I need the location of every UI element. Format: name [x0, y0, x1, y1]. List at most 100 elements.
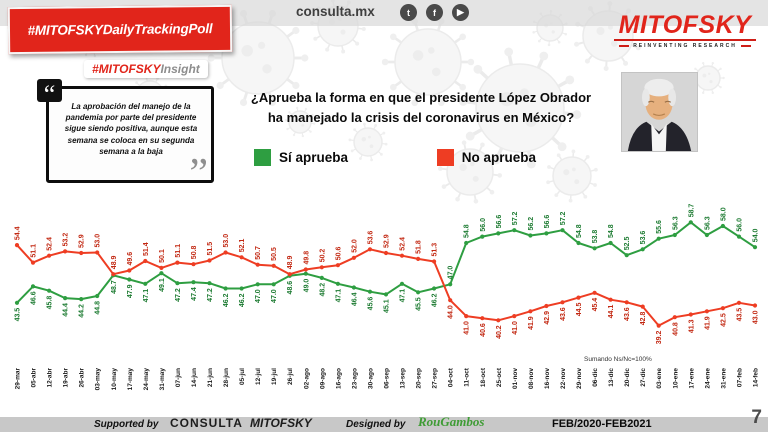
approval-line-chart: 43.5 54.4 46.6 51.1 45.8 52.4 44.4 53.2 44.2 52.9…: [14, 204, 760, 391]
data-label: 45.4: [592, 298, 599, 312]
data-label: 56.2: [528, 217, 535, 231]
x-axis-date-label: 11-oct: [464, 367, 471, 387]
data-label: 40.8: [672, 322, 679, 336]
date-range-label: FEB/2020-FEB2021: [552, 418, 652, 430]
data-label: 47.1: [335, 289, 342, 303]
x-axis-date-label: 03-may: [95, 368, 102, 391]
youtube-icon[interactable]: ▶: [452, 4, 469, 21]
data-label: 55.6: [656, 220, 663, 234]
page-number: 7: [751, 407, 762, 428]
data-label: 56.3: [704, 216, 711, 230]
data-label: 46.2: [239, 293, 246, 307]
site-link[interactable]: consulta.mx: [296, 4, 375, 19]
data-label: 56.6: [496, 215, 503, 229]
data-label: 44.8: [95, 301, 102, 315]
x-axis-date-label: 12-abr: [47, 368, 54, 388]
x-axis-date-label: 16-nov: [544, 368, 551, 389]
chart-legend: Sí aprueba No aprueba: [254, 149, 536, 166]
x-axis-date-label: 19-jul: [271, 368, 278, 385]
tagline-dash-left: [619, 45, 630, 48]
x-axis-date-label: 02-ago: [303, 368, 310, 389]
data-label: 57.2: [512, 211, 519, 225]
data-label: 41.0: [512, 321, 519, 335]
x-axis-date-label: 29-mar: [15, 368, 22, 390]
designed-by-label: Designed by: [346, 419, 406, 430]
insight-word: Insight: [160, 62, 200, 76]
facebook-icon[interactable]: f: [426, 4, 443, 21]
twitter-icon[interactable]: t: [400, 4, 417, 21]
data-label: 51.5: [207, 242, 214, 256]
data-label: 45.8: [47, 296, 54, 310]
x-axis-date-label: 06-sep: [384, 368, 391, 389]
chart-title-line1: ¿Aprueba la forma en que el presidente L…: [250, 90, 592, 105]
x-axis-date-label: 17-may: [127, 368, 134, 391]
x-axis-date-label: 09-ago: [319, 368, 326, 389]
data-label: 54.4: [15, 226, 22, 240]
data-label: 48.7: [111, 280, 118, 294]
data-label: 49.6: [127, 252, 134, 266]
x-axis-date-label: 07-feb: [737, 368, 744, 387]
x-axis-date-label: 13-dic: [608, 368, 615, 387]
data-label: 49.8: [303, 251, 310, 265]
data-label: 44.2: [79, 304, 86, 318]
president-portrait-illustration: [622, 73, 697, 151]
data-label: 52.9: [79, 234, 86, 248]
data-label: 50.5: [271, 247, 278, 261]
red-swatch-icon: [436, 149, 454, 166]
data-label: 48.9: [287, 255, 294, 269]
data-label: 48.6: [287, 281, 294, 295]
data-label: 42.8: [640, 311, 647, 325]
x-axis-date-label: 26-jul: [287, 368, 294, 385]
x-axis-date-label: 14-jun: [191, 368, 198, 387]
data-label: 43.6: [624, 307, 631, 321]
quote-box: “ La aprobación del manejo de la pandemi…: [37, 79, 214, 195]
data-label: 50.7: [255, 246, 262, 260]
logo-tagline-row: REINVENTING RESEARCH: [610, 43, 760, 49]
x-axis-date-label: 14-feb: [753, 368, 760, 387]
data-label: 50.1: [159, 249, 166, 263]
data-label: 53.6: [368, 231, 375, 245]
x-axis-date-label: 16-ago: [335, 368, 342, 389]
legend-item-si: Sí aprueba: [254, 149, 348, 166]
x-axis-date-label: 18-oct: [480, 367, 487, 387]
si-aprueba-series: [14, 220, 758, 305]
data-label: 42.9: [544, 311, 551, 325]
data-label: 51.1: [31, 244, 38, 258]
footer-band: [0, 417, 768, 432]
mitofsky-logo: MITOFSKY: [618, 11, 752, 39]
x-axis-date-label: 06-dic: [592, 368, 599, 387]
social-icons: t f ▶: [400, 4, 469, 21]
mitofsky-logo-block: MITOFSKY REINVENTING RESEARCH: [610, 12, 760, 49]
legend-label-si: Sí aprueba: [279, 150, 349, 165]
logo-rule: [614, 39, 756, 42]
consulta-brand: CONSULTA: [170, 416, 243, 430]
data-label: 50.8: [191, 245, 198, 259]
chart-note: Sumando Ns/Nc=100%: [584, 356, 652, 363]
x-axis-date-label: 17-ene: [688, 368, 695, 389]
data-label: 51.1: [175, 244, 182, 258]
data-label: 52.0: [351, 239, 358, 253]
data-label: 49.1: [159, 278, 166, 292]
data-label: 50.6: [335, 246, 342, 260]
data-label: 52.1: [239, 239, 246, 253]
x-axis-date-label: 23-ago: [351, 368, 358, 389]
chart-title-line2: ha manejado la crisis del coronavirus en…: [267, 110, 575, 126]
data-label: 45.1: [384, 299, 391, 313]
data-label: 45.6: [368, 297, 375, 311]
data-label: 47.1: [400, 289, 407, 303]
x-axis-date-label: 30-ago: [368, 368, 375, 389]
data-label: 44.4: [63, 303, 70, 317]
data-label: 54.8: [576, 224, 583, 238]
x-axis-date-label: 20-dic: [624, 368, 631, 387]
x-axis-date-label: 04-oct: [448, 367, 455, 387]
data-label: 54.0: [753, 228, 760, 242]
data-label: 44.0: [448, 305, 455, 319]
x-axis-date-label: 31-may: [159, 368, 166, 391]
data-label: 58.0: [720, 207, 727, 221]
data-label: 42.5: [720, 313, 727, 327]
data-label: 46.4: [351, 292, 358, 306]
x-axis-date-label: 29-nov: [576, 368, 583, 389]
data-label: 46.2: [223, 293, 230, 307]
x-axis-date-label: 05-abr: [31, 368, 38, 388]
data-label: 53.0: [223, 234, 230, 248]
